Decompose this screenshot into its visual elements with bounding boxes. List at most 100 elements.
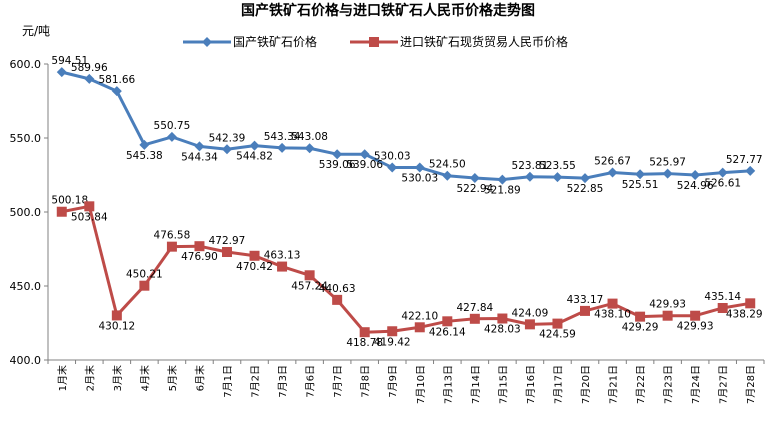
- x-tick-label: 7月27日: [718, 365, 730, 404]
- data-point: [607, 167, 618, 178]
- data-point: [194, 241, 205, 252]
- data-label: 457.24: [291, 280, 328, 292]
- data-point: [690, 310, 701, 321]
- data-point: [139, 139, 150, 150]
- x-tick-label: 7月6日: [305, 365, 317, 398]
- data-label: 543.34: [264, 131, 301, 143]
- x-tick-label: 4月末: [138, 365, 151, 391]
- data-label: 521.89: [484, 185, 521, 197]
- data-label: 450.21: [126, 269, 163, 281]
- legend: 国产铁矿石价格 进口铁矿石现货贸易人民币价格: [183, 34, 568, 49]
- data-point: [524, 319, 535, 330]
- data-point: [497, 174, 508, 185]
- legend-domestic-label: 国产铁矿石价格: [233, 34, 317, 49]
- data-label: 476.58: [154, 230, 191, 242]
- data-point: [552, 172, 563, 183]
- data-point: [662, 168, 673, 179]
- data-label: 419.42: [374, 336, 411, 348]
- data-label: 428.03: [484, 324, 521, 336]
- x-tick-label: 7月17日: [552, 365, 564, 404]
- data-label: 463.13: [264, 250, 301, 262]
- data-point: [414, 162, 425, 173]
- data-label: 422.10: [401, 310, 438, 322]
- data-point: [717, 302, 728, 313]
- x-tick-label: 7月24日: [690, 365, 702, 404]
- data-label: 544.34: [181, 151, 218, 163]
- data-point: [387, 326, 398, 337]
- data-point: [745, 165, 756, 176]
- x-axis: 1月末 2月末 3月末 4月末 5月末 6月末 7月1日 7月2日 7月3日 7月6日 7月7日 7月…: [47, 359, 765, 404]
- data-point: [387, 162, 398, 173]
- data-label: 589.96: [71, 62, 108, 74]
- x-tick-label: 7月7日: [332, 365, 344, 398]
- data-label: 524.50: [429, 159, 466, 171]
- data-label: 525.97: [649, 157, 686, 169]
- data-label: 530.03: [374, 151, 411, 163]
- data-point: [304, 270, 315, 281]
- data-point: [414, 322, 425, 333]
- data-point: [332, 149, 343, 160]
- data-point: [111, 310, 122, 321]
- y-tick-label: 400.0: [10, 354, 42, 367]
- x-axis-ticks: 1月末 2月末 3月末 4月末 5月末 6月末 7月1日 7月2日 7月3日 7月6日 7月7日 7月…: [47, 360, 765, 404]
- data-label: 526.61: [704, 178, 741, 190]
- x-tick-label: 7月28日: [745, 365, 757, 404]
- data-point: [442, 170, 453, 181]
- y-tick-label: 450.0: [10, 280, 42, 293]
- data-label: 440.63: [319, 283, 356, 295]
- data-point: [442, 316, 453, 327]
- x-tick-label: 7月15日: [497, 365, 509, 404]
- data-label: 526.67: [594, 156, 631, 168]
- data-label: 418.78: [346, 337, 383, 349]
- data-point: [304, 143, 315, 154]
- y-axis-unit-label: 元/吨: [22, 24, 50, 38]
- x-tick-label: 7月13日: [442, 365, 454, 404]
- data-point: [111, 86, 122, 97]
- data-point: [194, 141, 205, 152]
- data-point: [469, 313, 480, 324]
- data-label: 438.10: [594, 309, 631, 321]
- data-label: 524.96: [677, 180, 714, 192]
- data-label: 539.06: [319, 159, 356, 171]
- x-tick-label: 7月16日: [525, 365, 537, 404]
- x-tick-label: 7月20日: [580, 365, 592, 404]
- x-tick-label: 7月21日: [608, 365, 620, 404]
- data-label: 476.90: [181, 251, 218, 263]
- x-tick-label: 7月2日: [250, 365, 262, 398]
- data-point: [166, 131, 177, 142]
- data-point: [524, 171, 535, 182]
- series-import-price: 500.18 503.84 430.12 450.21 476.58 476.90 472.…: [51, 195, 762, 349]
- legend-domestic-marker: [202, 37, 212, 47]
- data-point: [222, 144, 232, 155]
- data-point: [56, 206, 67, 217]
- data-point: [139, 280, 150, 291]
- data-point: [552, 318, 563, 329]
- data-point: [635, 169, 646, 180]
- data-label: 581.66: [98, 74, 135, 86]
- data-label: 435.14: [704, 291, 741, 303]
- data-point: [166, 241, 177, 252]
- x-tick-label: 1月末: [56, 365, 69, 391]
- x-tick-label: 7月1日: [222, 365, 234, 398]
- x-tick-label: 7月9日: [387, 365, 399, 398]
- data-point: [56, 67, 67, 78]
- data-label: 424.09: [512, 307, 549, 319]
- data-point: [277, 142, 288, 153]
- x-tick-label: 2月末: [83, 365, 96, 391]
- data-point: [469, 173, 480, 184]
- data-label: 550.75: [154, 120, 191, 132]
- data-point: [607, 298, 618, 309]
- x-tick-label: 7月3日: [277, 365, 289, 398]
- data-label: 539.06: [346, 159, 383, 171]
- data-point: [745, 298, 756, 309]
- data-label: 522.94: [456, 183, 493, 195]
- data-point: [662, 310, 673, 321]
- data-label: 430.12: [98, 320, 135, 332]
- y-tick-label: 550.0: [10, 132, 42, 145]
- y-tick-label: 600.0: [10, 58, 42, 71]
- data-label: 433.17: [567, 294, 604, 306]
- data-label: 503.84: [71, 211, 108, 223]
- data-point: [359, 327, 370, 338]
- data-point: [84, 73, 95, 84]
